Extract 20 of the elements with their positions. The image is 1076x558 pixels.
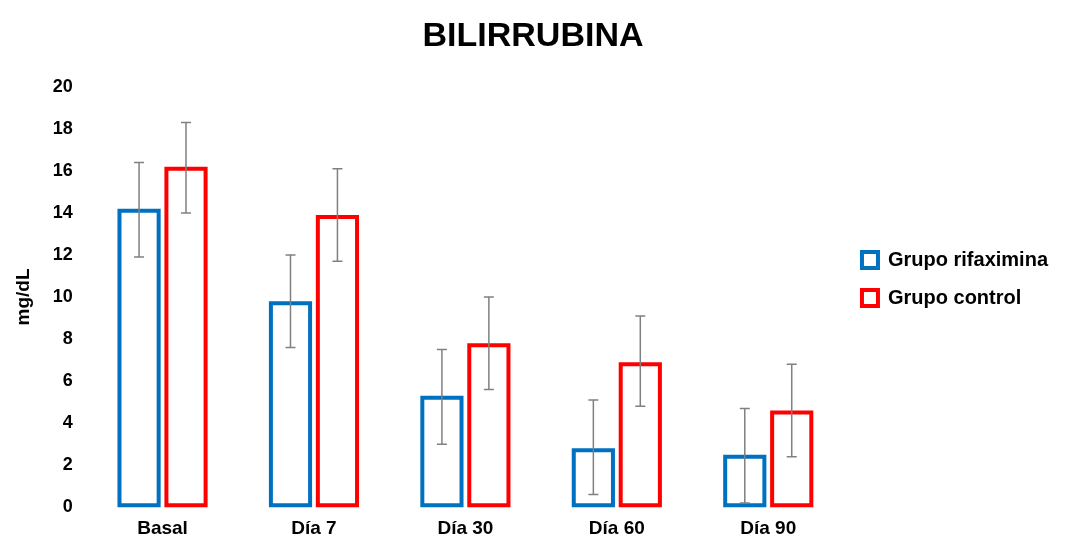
y-axis-title: mg/dL	[11, 268, 33, 326]
legend-label: Grupo rifaximina	[887, 247, 1049, 270]
x-tick-label: Día 90	[740, 516, 797, 538]
x-tick-label: Día 60	[588, 516, 645, 538]
y-tick-label: 6	[62, 370, 73, 391]
x-tick-label: Día 7	[291, 516, 337, 538]
x-tick-label: Basal	[137, 516, 188, 538]
legend-label: Grupo control	[887, 285, 1022, 308]
y-tick-label: 2	[62, 454, 73, 475]
chart-title: BILIRRUBINA	[422, 14, 644, 53]
y-tick-label: 18	[52, 117, 73, 138]
y-tick-label: 20	[52, 75, 73, 96]
y-tick-label: 12	[52, 243, 73, 264]
y-tick-label: 8	[62, 328, 73, 349]
y-tick-label: 0	[62, 496, 73, 517]
y-tick-label: 4	[62, 412, 73, 433]
y-tick-label: 10	[52, 285, 73, 306]
y-tick-label: 16	[52, 159, 73, 180]
y-tick-label: 14	[52, 201, 73, 222]
x-tick-label: Día 30	[437, 516, 494, 538]
